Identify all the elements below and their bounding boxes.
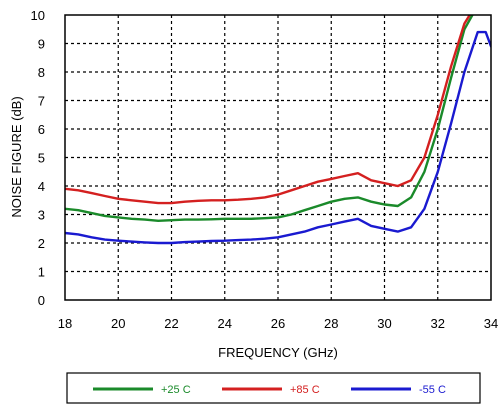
- y-tick-label: 3: [38, 208, 45, 223]
- x-tick-label: 34: [484, 316, 498, 331]
- x-tick-label: 24: [218, 316, 232, 331]
- y-tick-label: 4: [38, 179, 45, 194]
- y-tick-label: 9: [38, 37, 45, 52]
- y-tick-label: 5: [38, 151, 45, 166]
- x-tick-label: 26: [271, 316, 285, 331]
- y-tick-label: 0: [38, 293, 45, 308]
- y-tick-label: 10: [31, 8, 45, 23]
- y-tick-label: 6: [38, 122, 45, 137]
- legend-label-1: +85 C: [290, 384, 320, 396]
- legend-label-0: +25 C: [161, 384, 191, 396]
- y-tick-label: 7: [38, 94, 45, 109]
- grid-layer: [65, 15, 491, 300]
- y-axis-label: NOISE FIGURE (dB): [9, 96, 24, 217]
- plot-frame: [64, 14, 492, 301]
- x-tick-label: 18: [58, 316, 72, 331]
- x-tick-label: 30: [377, 316, 391, 331]
- legend: +25 C +85 C -55 C: [93, 384, 446, 396]
- x-tick-label: 22: [164, 316, 178, 331]
- series-line-2: [65, 30, 491, 245]
- x-tick-label: 20: [111, 316, 125, 331]
- series-layer: [65, 15, 491, 245]
- y-tick-label: 2: [38, 236, 45, 251]
- series-line-1: [65, 15, 471, 205]
- legend-label-2: -55 C: [419, 384, 446, 396]
- y-tick-label: 1: [38, 265, 45, 280]
- x-tick-label: 28: [324, 316, 338, 331]
- x-axis-label: FREQUENCY (GHz): [218, 345, 338, 360]
- x-tick-label: 32: [431, 316, 445, 331]
- series-line-0: [65, 15, 474, 223]
- y-tick-label: 8: [38, 65, 45, 80]
